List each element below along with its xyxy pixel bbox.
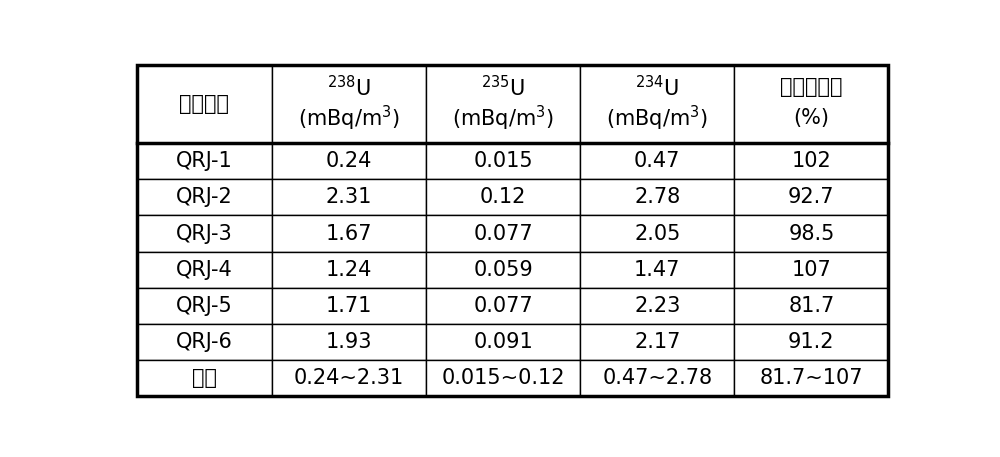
Bar bbox=[426, 65, 580, 143]
Text: 1.24: 1.24 bbox=[326, 260, 372, 280]
Text: 1.71: 1.71 bbox=[326, 296, 372, 316]
Bar bbox=[272, 288, 426, 324]
Bar bbox=[734, 288, 888, 324]
Text: (mBq/m$^3$): (mBq/m$^3$) bbox=[606, 104, 708, 133]
Text: 2.17: 2.17 bbox=[634, 332, 680, 352]
Text: 0.12: 0.12 bbox=[480, 187, 526, 207]
Text: QRJ-2: QRJ-2 bbox=[176, 187, 233, 207]
Text: 0.24~2.31: 0.24~2.31 bbox=[294, 368, 404, 388]
Text: 2.05: 2.05 bbox=[634, 223, 680, 244]
Text: 81.7~107: 81.7~107 bbox=[760, 368, 863, 388]
Text: 0.47~2.78: 0.47~2.78 bbox=[602, 368, 712, 388]
Bar bbox=[137, 324, 272, 360]
Bar bbox=[426, 324, 580, 360]
Bar bbox=[137, 251, 272, 288]
Bar bbox=[272, 215, 426, 251]
Bar bbox=[272, 65, 426, 143]
Bar bbox=[272, 324, 426, 360]
Bar bbox=[426, 143, 580, 179]
Text: 92.7: 92.7 bbox=[788, 187, 835, 207]
Bar bbox=[580, 251, 734, 288]
Text: 放化回收率: 放化回收率 bbox=[780, 77, 843, 97]
Text: 2.31: 2.31 bbox=[326, 187, 372, 207]
Text: 0.015: 0.015 bbox=[473, 151, 533, 171]
Bar bbox=[734, 179, 888, 215]
Text: $^{235}$U: $^{235}$U bbox=[481, 74, 525, 100]
Text: QRJ-1: QRJ-1 bbox=[176, 151, 233, 171]
Bar bbox=[734, 360, 888, 396]
Text: 1.47: 1.47 bbox=[634, 260, 680, 280]
Text: 范围: 范围 bbox=[192, 368, 217, 388]
Text: (%): (%) bbox=[793, 108, 829, 128]
Bar bbox=[426, 360, 580, 396]
Bar bbox=[426, 251, 580, 288]
Text: 样品编号: 样品编号 bbox=[179, 94, 229, 114]
Text: 2.23: 2.23 bbox=[634, 296, 680, 316]
Bar bbox=[137, 215, 272, 251]
Bar bbox=[580, 324, 734, 360]
Text: 1.67: 1.67 bbox=[326, 223, 372, 244]
Text: 0.091: 0.091 bbox=[473, 332, 533, 352]
Bar bbox=[734, 143, 888, 179]
Text: 0.47: 0.47 bbox=[634, 151, 680, 171]
Text: 102: 102 bbox=[791, 151, 831, 171]
Text: 81.7: 81.7 bbox=[788, 296, 834, 316]
Bar bbox=[734, 324, 888, 360]
Bar bbox=[580, 179, 734, 215]
Text: 0.015~0.12: 0.015~0.12 bbox=[441, 368, 565, 388]
Text: QRJ-3: QRJ-3 bbox=[176, 223, 233, 244]
Bar bbox=[426, 215, 580, 251]
Bar bbox=[272, 143, 426, 179]
Bar bbox=[137, 143, 272, 179]
Bar bbox=[580, 65, 734, 143]
Bar bbox=[137, 65, 272, 143]
Text: 1.93: 1.93 bbox=[326, 332, 372, 352]
Text: 0.24: 0.24 bbox=[326, 151, 372, 171]
Bar bbox=[137, 179, 272, 215]
Text: 0.077: 0.077 bbox=[473, 223, 533, 244]
Text: $^{238}$U: $^{238}$U bbox=[327, 74, 371, 100]
Bar bbox=[580, 215, 734, 251]
Text: 91.2: 91.2 bbox=[788, 332, 835, 352]
Bar bbox=[734, 251, 888, 288]
Bar bbox=[580, 143, 734, 179]
Bar bbox=[272, 360, 426, 396]
Text: (mBq/m$^3$): (mBq/m$^3$) bbox=[298, 104, 400, 133]
Text: QRJ-6: QRJ-6 bbox=[176, 332, 233, 352]
Bar bbox=[137, 288, 272, 324]
Text: (mBq/m$^3$): (mBq/m$^3$) bbox=[452, 104, 554, 133]
Text: 107: 107 bbox=[791, 260, 831, 280]
Text: QRJ-5: QRJ-5 bbox=[176, 296, 233, 316]
Bar bbox=[272, 179, 426, 215]
Text: 0.059: 0.059 bbox=[473, 260, 533, 280]
Bar bbox=[580, 360, 734, 396]
Text: 2.78: 2.78 bbox=[634, 187, 680, 207]
Text: $^{234}$U: $^{234}$U bbox=[635, 74, 679, 100]
Bar bbox=[580, 288, 734, 324]
Bar bbox=[272, 251, 426, 288]
Bar bbox=[426, 288, 580, 324]
Bar bbox=[734, 65, 888, 143]
Text: QRJ-4: QRJ-4 bbox=[176, 260, 233, 280]
Text: 98.5: 98.5 bbox=[788, 223, 835, 244]
Bar bbox=[137, 360, 272, 396]
Text: 0.077: 0.077 bbox=[473, 296, 533, 316]
Bar bbox=[734, 215, 888, 251]
Bar bbox=[426, 179, 580, 215]
